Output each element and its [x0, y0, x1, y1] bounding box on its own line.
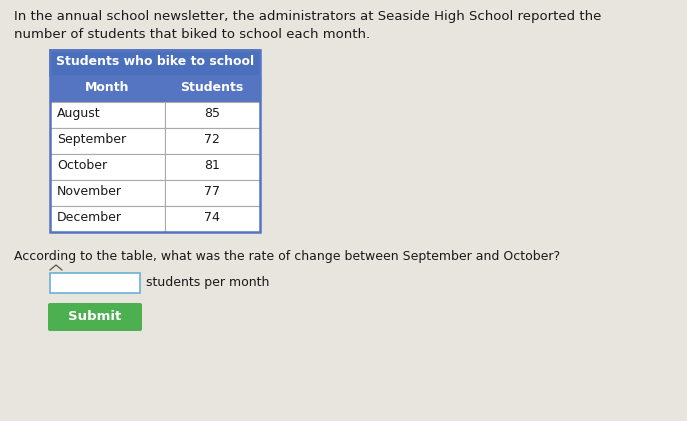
FancyBboxPatch shape	[48, 303, 142, 331]
Text: Submit: Submit	[69, 310, 122, 323]
Bar	[50, 154, 165, 180]
Text: 77: 77	[204, 185, 220, 198]
Text: 85: 85	[204, 107, 220, 120]
Bar	[165, 102, 260, 128]
Text: number of students that biked to school each month.: number of students that biked to school …	[14, 28, 370, 41]
Bar	[165, 180, 260, 206]
Bar	[50, 50, 260, 232]
Bar	[50, 76, 165, 102]
Bar	[165, 206, 260, 232]
Text: students per month: students per month	[146, 276, 269, 289]
Text: Students: Students	[181, 81, 244, 94]
Text: 74: 74	[204, 211, 220, 224]
Text: According to the table, what was the rate of change between September and Octobe: According to the table, what was the rat…	[14, 250, 560, 263]
Text: October: October	[57, 159, 107, 172]
Bar	[50, 102, 165, 128]
Bar	[165, 128, 260, 154]
Bar	[50, 273, 140, 293]
Text: 72: 72	[204, 133, 220, 146]
Text: 81: 81	[204, 159, 220, 172]
Text: Month: Month	[85, 81, 129, 94]
Bar	[50, 206, 165, 232]
Bar	[50, 180, 165, 206]
Text: Students who bike to school: Students who bike to school	[56, 55, 254, 68]
Text: November: November	[57, 185, 122, 198]
Bar	[50, 128, 165, 154]
Bar	[165, 76, 260, 102]
Text: September: September	[57, 133, 126, 146]
Bar	[165, 154, 260, 180]
Text: December: December	[57, 211, 122, 224]
Text: August: August	[57, 107, 100, 120]
Text: In the annual school newsletter, the administrators at Seaside High School repor: In the annual school newsletter, the adm…	[14, 10, 601, 23]
Bar	[50, 50, 260, 76]
